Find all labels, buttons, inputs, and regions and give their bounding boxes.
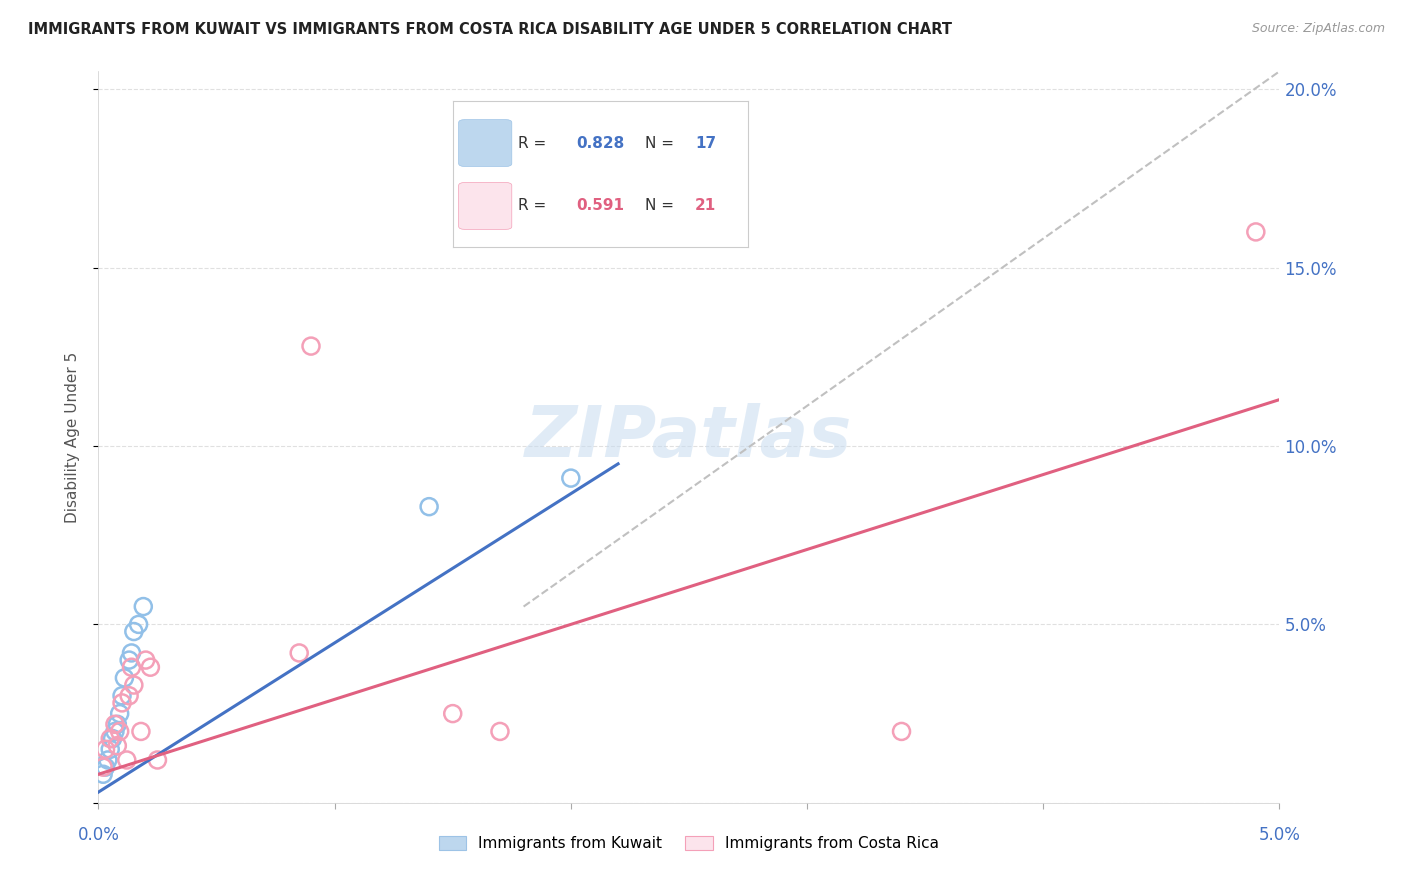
Point xyxy=(118,653,141,667)
Point xyxy=(132,599,155,614)
Y-axis label: Disability Age Under 5: Disability Age Under 5 xyxy=(65,351,80,523)
Point xyxy=(111,689,134,703)
Text: 5.0%: 5.0% xyxy=(1258,826,1301,844)
Point xyxy=(128,617,150,632)
Point xyxy=(288,646,311,660)
Point xyxy=(122,678,145,692)
Point xyxy=(146,753,169,767)
Point xyxy=(139,660,162,674)
Point xyxy=(115,753,138,767)
Point xyxy=(135,653,157,667)
Point xyxy=(121,660,143,674)
Point xyxy=(108,724,131,739)
Point xyxy=(118,689,141,703)
Legend: Immigrants from Kuwait, Immigrants from Costa Rica: Immigrants from Kuwait, Immigrants from … xyxy=(433,830,945,857)
Point xyxy=(101,731,124,746)
Point xyxy=(94,760,117,774)
Point xyxy=(560,471,582,485)
Point xyxy=(121,646,143,660)
Point xyxy=(105,739,128,753)
Point xyxy=(91,760,114,774)
Point xyxy=(91,767,114,781)
Point xyxy=(98,742,121,756)
Text: IMMIGRANTS FROM KUWAIT VS IMMIGRANTS FROM COSTA RICA DISABILITY AGE UNDER 5 CORR: IMMIGRANTS FROM KUWAIT VS IMMIGRANTS FRO… xyxy=(28,22,952,37)
Point xyxy=(418,500,440,514)
Point xyxy=(122,624,145,639)
Text: 0.0%: 0.0% xyxy=(77,826,120,844)
Point xyxy=(441,706,464,721)
Point xyxy=(98,731,121,746)
Text: Source: ZipAtlas.com: Source: ZipAtlas.com xyxy=(1251,22,1385,36)
Point xyxy=(94,742,117,756)
Point xyxy=(299,339,322,353)
Point xyxy=(129,724,152,739)
Point xyxy=(1244,225,1267,239)
Point xyxy=(489,724,512,739)
Point xyxy=(111,696,134,710)
Point xyxy=(890,724,912,739)
Point xyxy=(104,717,127,731)
Text: ZIPatlas: ZIPatlas xyxy=(526,402,852,472)
Point xyxy=(112,671,135,685)
Point xyxy=(97,753,120,767)
Point xyxy=(104,724,127,739)
Point xyxy=(105,717,128,731)
Point xyxy=(108,706,131,721)
